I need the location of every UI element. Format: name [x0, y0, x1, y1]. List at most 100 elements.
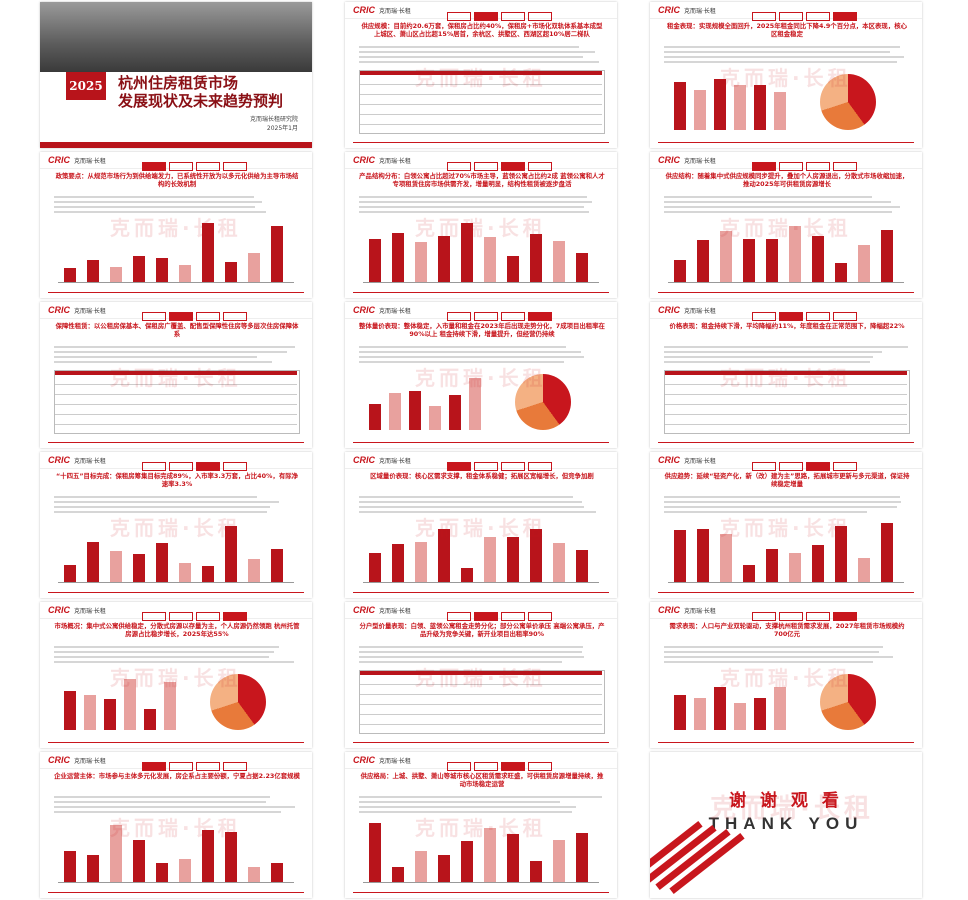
tab	[752, 12, 776, 21]
tab	[752, 312, 776, 321]
bar	[484, 236, 496, 282]
bar	[156, 863, 168, 882]
footer-line	[48, 592, 304, 593]
bar	[429, 405, 441, 430]
footer-line	[48, 742, 304, 743]
bar	[789, 553, 801, 582]
bar	[461, 223, 473, 282]
footer-line	[48, 292, 304, 293]
footer-line	[658, 142, 914, 143]
tab	[779, 312, 803, 321]
text-line	[54, 801, 266, 803]
brand: 克而瑞·长租	[379, 758, 411, 765]
logo: CRIC	[658, 305, 680, 315]
tab	[447, 162, 471, 171]
report-page: CRIC 克而瑞·长租 分户型价量表现：白领、蓝领公寓租金走势分化；部分公寓单价承压…	[345, 602, 617, 748]
headline: 供应规模：目前约20.6万套，保租房占比约40%，保租房+市场化双轨体系基本成型…	[361, 22, 603, 38]
text-line	[54, 651, 274, 653]
table-row	[360, 684, 602, 685]
text-line	[359, 661, 562, 663]
report-page: CRIC 克而瑞·长租 整体量价表现：整体稳定，入市量和租金在2023年后出现走势分…	[345, 302, 617, 448]
watermark: 克而瑞·长租	[415, 216, 547, 240]
watermark: 克而瑞·长租	[720, 66, 852, 90]
brand: 克而瑞·长租	[379, 8, 411, 15]
logo: CRIC	[48, 305, 70, 315]
tab	[806, 462, 830, 471]
tabs	[447, 6, 555, 25]
table-head	[360, 671, 602, 675]
tab	[474, 12, 498, 21]
bar	[530, 233, 542, 282]
tab	[169, 162, 193, 171]
watermark: 克而瑞·长租	[415, 66, 547, 90]
watermark: 克而瑞·长租	[110, 216, 242, 240]
tab	[779, 462, 803, 471]
bar	[392, 233, 404, 282]
bar	[674, 530, 686, 582]
bar	[507, 834, 519, 882]
tab	[142, 762, 166, 771]
text-line	[359, 796, 602, 798]
text-line	[664, 501, 902, 503]
bar	[576, 832, 588, 882]
brand: 克而瑞·长租	[379, 608, 411, 615]
brand: 克而瑞·长租	[74, 458, 106, 465]
bar	[734, 702, 746, 730]
bar	[507, 256, 519, 282]
page-header: CRIC 克而瑞·长租	[650, 152, 922, 171]
text-line	[54, 656, 269, 658]
bar	[697, 239, 709, 282]
bar	[438, 529, 450, 582]
text-line	[54, 356, 258, 358]
table-row	[55, 394, 297, 395]
bar	[409, 390, 421, 430]
report-page: CRIC 克而瑞·长租 产品结构分布：白领公寓占比超过70%市场主导，蓝领公寓占比约…	[345, 152, 617, 298]
bar	[766, 548, 778, 582]
headline: 价格表现：租金持续下滑，平均降幅约11%，年度租金在正常范围下，降幅超22%	[669, 322, 905, 330]
text-line	[359, 806, 576, 808]
logo: CRIC	[353, 305, 375, 315]
bar	[789, 225, 801, 282]
text-line	[54, 661, 294, 663]
page-header: CRIC 克而瑞·长租	[345, 452, 617, 471]
tab	[528, 462, 552, 471]
text-line	[664, 206, 900, 208]
chart-axis	[58, 582, 294, 583]
tab	[447, 312, 471, 321]
text-line	[54, 796, 271, 798]
tab	[752, 612, 776, 621]
chart-axis	[668, 282, 904, 283]
bar	[714, 687, 726, 730]
footer-line	[353, 592, 609, 593]
table-row	[360, 104, 602, 105]
cover-date: 2025年1月	[266, 125, 298, 132]
text-line	[359, 196, 587, 198]
tab	[501, 162, 525, 171]
headline: 供应结构：随着集中式供应规模同步提升，叠加个人房源退出，分散式市场收缩加速，推动…	[665, 172, 909, 188]
cover-photo	[40, 2, 312, 72]
page-header: CRIC 克而瑞·长租	[40, 752, 312, 771]
tabs	[447, 456, 555, 475]
tab	[447, 462, 471, 471]
text-line	[664, 351, 882, 353]
text-line	[359, 356, 584, 358]
chart-axis	[363, 282, 599, 283]
tab	[447, 12, 471, 21]
tab	[474, 462, 498, 471]
pie	[210, 674, 266, 730]
bar	[774, 686, 786, 730]
tabs	[447, 156, 555, 175]
page-header: CRIC 克而瑞·长租	[345, 2, 617, 21]
bar	[694, 698, 706, 730]
tab	[779, 612, 803, 621]
headline: 产品结构分布：白领公寓占比超过70%市场主导，蓝领公寓占比约2成 蓝领公寓和人才…	[359, 172, 605, 188]
bar	[110, 266, 122, 282]
bar	[734, 84, 746, 130]
tabs	[752, 156, 860, 175]
tab	[528, 762, 552, 771]
bar	[576, 253, 588, 282]
footer-line	[658, 292, 914, 293]
table	[359, 70, 605, 134]
tab	[474, 162, 498, 171]
page-header: CRIC 克而瑞·长租	[40, 302, 312, 321]
